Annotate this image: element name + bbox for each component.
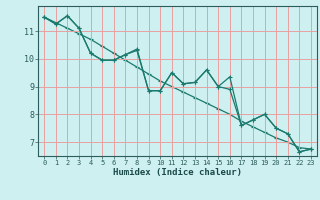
X-axis label: Humidex (Indice chaleur): Humidex (Indice chaleur) [113, 168, 242, 177]
